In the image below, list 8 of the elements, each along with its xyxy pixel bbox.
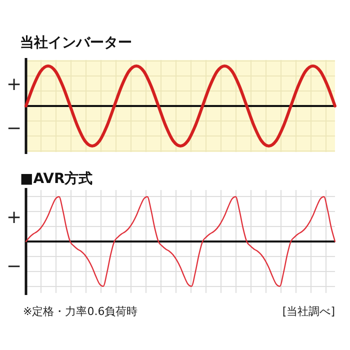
- text: [当社調べ]: [282, 305, 335, 318]
- text: −: [6, 118, 22, 139]
- text: −: [6, 256, 22, 278]
- text: ※定格・力率0.6負荷時: [23, 305, 138, 318]
- text: +: [6, 206, 22, 228]
- chart-title: 当社インバーター: [20, 35, 132, 51]
- chart-title: ■AVR方式: [20, 170, 93, 187]
- text: +: [6, 74, 22, 95]
